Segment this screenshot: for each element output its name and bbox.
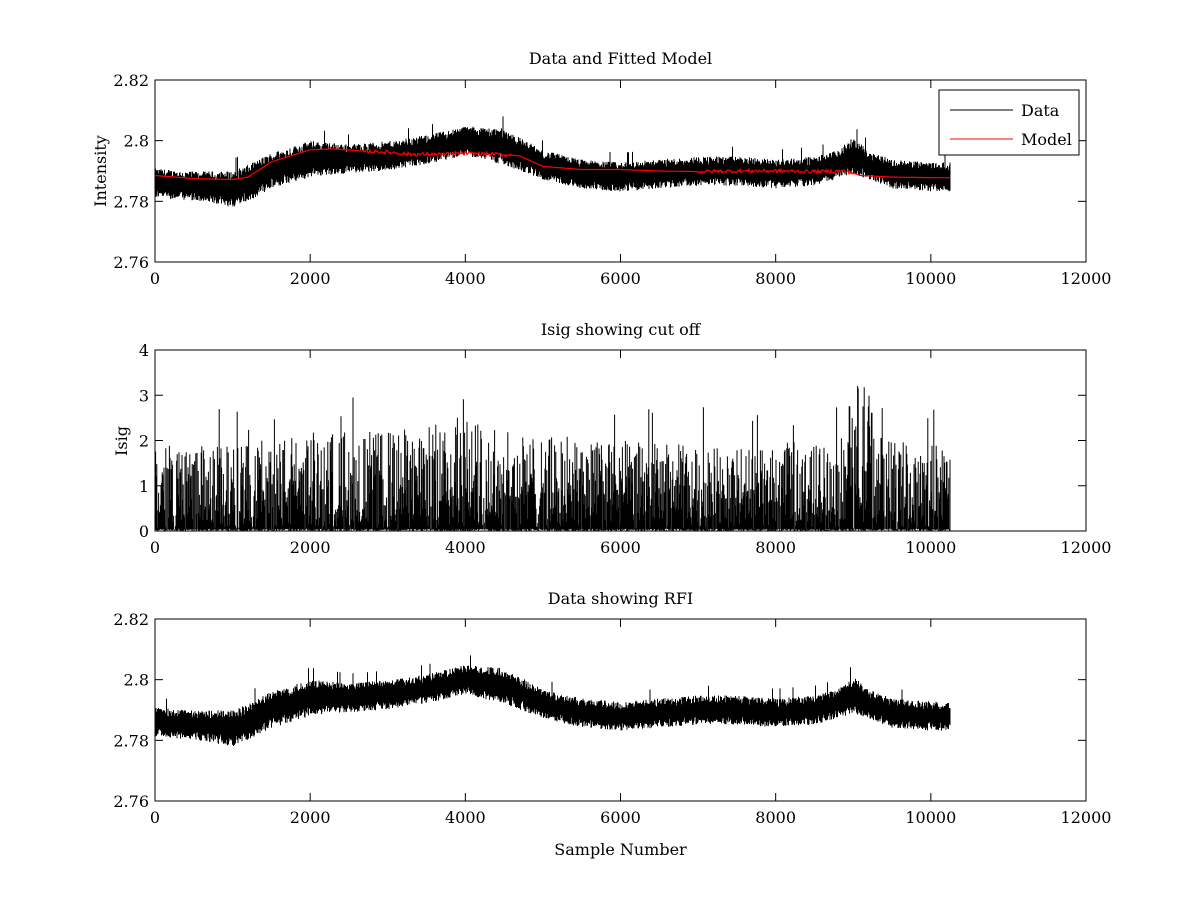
panel-isig-showing-cut-off: Isig showing cut off 0 2000 4000 6000 8000 10… — [112, 320, 1111, 557]
plot-area — [155, 655, 951, 746]
x-tick-label: 0 — [150, 269, 160, 288]
legend: Data Model — [938, 89, 1080, 156]
x-tick-label: 6000 — [600, 269, 641, 288]
y-tick-label: 2.76 — [113, 792, 149, 811]
panel-data-showing-rfi: Data showing RFI 0 2000 4000 6000 8000 10000 1… — [113, 589, 1111, 859]
y-tick-label: 4 — [139, 341, 149, 360]
y-tick-label: 2.8 — [124, 132, 149, 151]
y-tick-label: 2 — [139, 432, 149, 451]
x-tick-label: 10000 — [905, 269, 956, 288]
y-tick-label: 0 — [139, 522, 149, 541]
y-tick-label: 2.78 — [113, 731, 149, 750]
series-model-line — [155, 148, 950, 181]
x-tick-label: 6000 — [600, 808, 641, 827]
legend-label-data: Data — [1021, 101, 1060, 120]
y-axis-label: Isig — [112, 426, 131, 456]
chart-title: Data and Fitted Model — [529, 49, 712, 68]
chart-title: Isig showing cut off — [541, 320, 702, 339]
series-data-trace — [155, 655, 951, 746]
y-tick-label: 2.78 — [113, 192, 149, 211]
y-tick-label: 1 — [139, 477, 149, 496]
plot-area — [155, 386, 951, 531]
x-tick-label: 4000 — [445, 269, 486, 288]
y-tick-label: 2.8 — [124, 671, 149, 690]
x-axis-label: Sample Number — [554, 840, 687, 859]
x-tick-label: 2000 — [290, 808, 331, 827]
chart-title: Data showing RFI — [548, 589, 693, 608]
x-tick-label: 12000 — [1061, 808, 1112, 827]
x-tick-label: 0 — [150, 808, 160, 827]
plot-area — [155, 116, 951, 207]
x-tick-label: 0 — [150, 538, 160, 557]
panel-data-and-fitted-model: Data and Fitted Model 0 2000 4000 6000 8000 1… — [91, 49, 1111, 288]
x-tick-label: 8000 — [755, 538, 796, 557]
y-tick-label: 2.82 — [113, 610, 149, 629]
axis-ticks: 0 2000 4000 6000 8000 10000 12000 0 1 2 3 4 — [139, 341, 1112, 557]
series-isig-trace — [155, 386, 951, 531]
y-axis-label: Intensity — [91, 135, 110, 207]
x-tick-label: 2000 — [290, 269, 331, 288]
x-tick-label: 10000 — [905, 808, 956, 827]
legend-box — [938, 89, 1080, 156]
x-tick-label: 4000 — [445, 538, 486, 557]
legend-label-model: Model — [1021, 130, 1072, 149]
axis-ticks: 0 2000 4000 6000 8000 10000 12000 2.76 2.78 2.8 2.… — [113, 71, 1111, 288]
x-tick-label: 2000 — [290, 538, 331, 557]
y-tick-label: 2.76 — [113, 253, 149, 272]
axis-ticks: 0 2000 4000 6000 8000 10000 12000 2.76 2.78 2.8 2.… — [113, 610, 1111, 827]
x-tick-label: 12000 — [1061, 538, 1112, 557]
x-tick-label: 6000 — [600, 538, 641, 557]
x-tick-label: 10000 — [905, 538, 956, 557]
x-tick-label: 8000 — [755, 808, 796, 827]
y-tick-label: 2.82 — [113, 71, 149, 90]
x-tick-label: 12000 — [1061, 269, 1112, 288]
x-tick-label: 8000 — [755, 269, 796, 288]
y-tick-label: 3 — [139, 386, 149, 405]
x-tick-label: 4000 — [445, 808, 486, 827]
